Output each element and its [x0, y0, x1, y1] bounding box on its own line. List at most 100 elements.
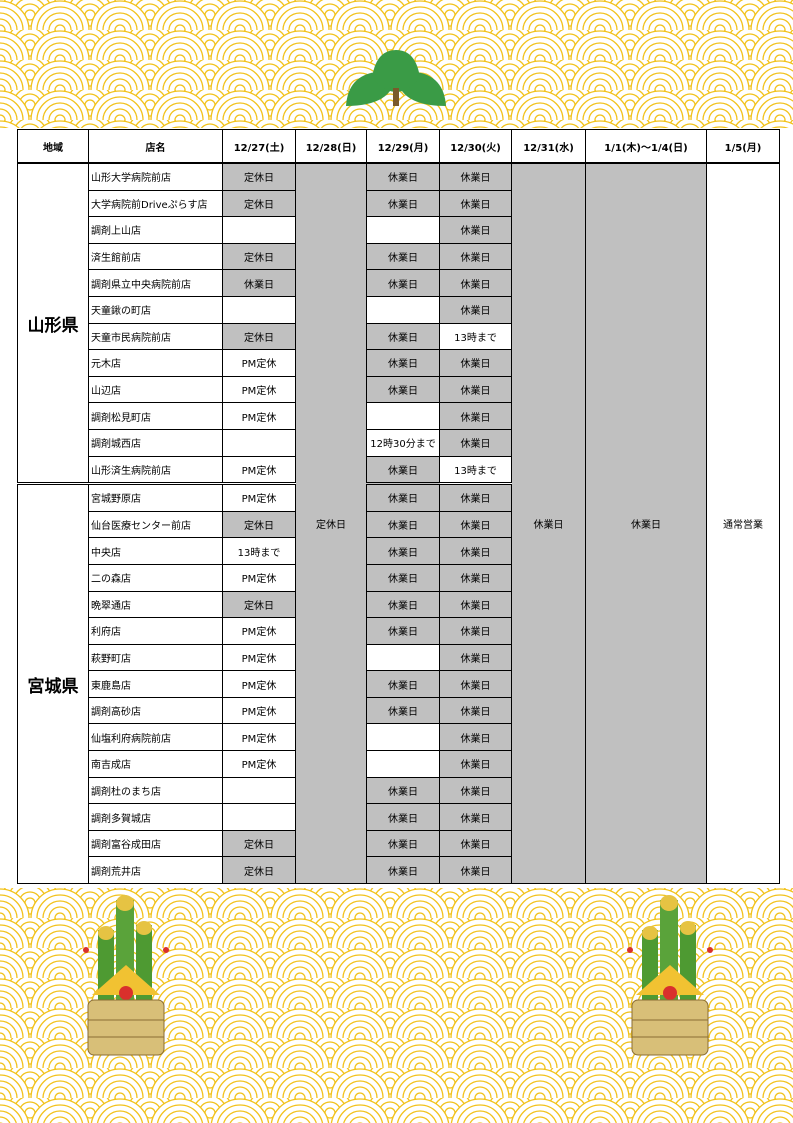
store-name: 山辺店: [88, 375, 223, 404]
cell-12-30: 休業日: [439, 375, 512, 404]
cell-12-27: 13時まで: [222, 537, 296, 565]
table-row: 調剤富谷成田店 定休日 休業日 休業日: [18, 829, 780, 858]
table-row: 山形県 山形大学病院前店 定休日 定休日 休業日 休業日 休業日 休業日 通常営業: [17, 162, 780, 885]
cell-12-30: 休業日: [439, 856, 512, 885]
cell-12-30: 13時まで: [439, 322, 512, 351]
column-header: 12/28(日): [295, 129, 367, 164]
cell-12-30: 休業日: [439, 349, 512, 377]
cell-12-29: 休業日: [366, 162, 440, 191]
column-header: 1/1(木)～1/4(日): [585, 129, 707, 164]
kadomatsu-left-icon: [83, 895, 169, 1056]
cell-12-27: 定休日: [222, 829, 296, 858]
header-row: 地域 店名 12/27(土) 12/28(日) 12/29(月) 12/30(火) 12/3…: [17, 129, 780, 164]
cell-12-27: PM定休: [222, 750, 296, 778]
cell-12-29: 休業日: [366, 349, 440, 377]
table-row: 仙台医療センター前店 定休日 休業日 休業日: [18, 510, 780, 539]
table-row: 仙塩利府病院前店 PM定休 休業日: [18, 723, 780, 752]
cell-12-29: 休業日: [366, 269, 440, 297]
cell-12-27: 定休日: [222, 242, 296, 271]
store-name: 済生館前店: [88, 242, 223, 271]
store-name: 調剤県立中央病院前店: [88, 269, 223, 297]
table-row: 調剤杜のまち店 休業日 休業日: [18, 776, 780, 805]
cell-12-27: 休業日: [222, 269, 296, 297]
cell-12-29: [366, 402, 440, 430]
cell-12-27: 定休日: [222, 510, 296, 539]
region-cell: 山形県: [17, 162, 89, 485]
cell-12-27: 定休日: [222, 162, 296, 191]
cell-12-30: 13時まで: [439, 455, 512, 485]
cell-12-30: 休業日: [439, 563, 512, 592]
cell-12-27: PM定休: [222, 455, 296, 485]
cell-12-29: 休業日: [366, 856, 440, 885]
store-name: 天童市民病院前店: [88, 322, 223, 351]
cell-12-29: 休業日: [366, 803, 440, 831]
column-header: 地域: [17, 129, 89, 164]
cell-12-29: [366, 723, 440, 752]
table-row: 東鹿島店 PM定休 休業日 休業日: [18, 670, 780, 698]
cell-12-29: 休業日: [366, 776, 440, 805]
cell-12-31: 休業日: [511, 162, 586, 885]
column-header: 店名: [88, 129, 223, 164]
table-row: 調剤県立中央病院前店 休業日 休業日 休業日: [18, 269, 780, 297]
column-header: 12/27(土): [222, 129, 296, 164]
cell-12-27: [222, 428, 296, 457]
cell-12-29: 休業日: [366, 670, 440, 698]
table-row: 二の森店 PM定休 休業日 休業日: [18, 563, 780, 592]
pine-icon: [346, 50, 446, 106]
store-name: 仙台医療センター前店: [88, 510, 223, 539]
table-row: 済生館前店 定休日 休業日 休業日: [18, 242, 780, 271]
cell-12-29: 休業日: [366, 189, 440, 218]
cell-12-30: 休業日: [439, 189, 512, 218]
cell-12-29: 休業日: [366, 375, 440, 404]
cell-12-27: PM定休: [222, 643, 296, 672]
cell-12-27: PM定休: [222, 617, 296, 645]
store-name: 東鹿島店: [88, 670, 223, 698]
cell-12-30: 休業日: [439, 428, 512, 457]
cell-12-27: 定休日: [222, 322, 296, 351]
cell-12-27: PM定休: [222, 723, 296, 752]
cell-1-5: 通常営業: [706, 162, 780, 885]
store-name: 山形済生病院前店: [88, 455, 223, 485]
cell-12-29: [366, 643, 440, 672]
store-name: 中央店: [88, 537, 223, 565]
cell-12-30: 休業日: [439, 590, 512, 619]
store-name: 山形大学病院前店: [88, 162, 223, 191]
column-header: 12/29(月): [366, 129, 440, 164]
cell-12-30: 休業日: [439, 162, 512, 191]
cell-12-30: 休業日: [439, 482, 512, 512]
cell-12-27: PM定休: [222, 670, 296, 698]
cell-12-30: 休業日: [439, 723, 512, 752]
cell-12-30: 休業日: [439, 510, 512, 539]
table-row: 宮城県 宮城野原店 PM定休 休業日 休業日: [17, 482, 780, 885]
table-row: 利府店 PM定休 休業日 休業日: [18, 617, 780, 645]
cell-12-27: PM定休: [222, 375, 296, 404]
table-row: 天童鍬の町店 休業日: [18, 295, 780, 324]
store-name: 調剤松見町店: [88, 402, 223, 430]
cell-12-27: [222, 295, 296, 324]
cell-12-29: 休業日: [366, 455, 440, 485]
store-name: 調剤城西店: [88, 428, 223, 457]
cell-12-30: 休業日: [439, 670, 512, 698]
table-row: 萩野町店 PM定休 休業日: [18, 643, 780, 672]
store-name: 宮城野原店: [88, 482, 223, 512]
cell-12-30: 休業日: [439, 643, 512, 672]
store-name: 調剤上山店: [88, 216, 223, 244]
cell-12-29: 休業日: [366, 590, 440, 619]
store-name: 調剤高砂店: [88, 696, 223, 725]
kadomatsu-right-icon: [626, 895, 714, 1056]
store-name: 晩翠通店: [88, 590, 223, 619]
cell-12-30: 休業日: [439, 295, 512, 324]
cell-12-30: 休業日: [439, 537, 512, 565]
cell-12-29: 休業日: [366, 510, 440, 539]
cell-12-29: 休業日: [366, 482, 440, 512]
holiday-schedule-table: 地域 店名 12/27(土) 12/28(日) 12/29(月) 12/30(火) 12/3…: [17, 129, 780, 885]
cell-12-27: 定休日: [222, 189, 296, 218]
cell-12-29: 12時30分まで: [366, 428, 440, 457]
table-row: 調剤荒井店 定休日 休業日 休業日: [18, 856, 780, 885]
store-name: 二の森店: [88, 563, 223, 592]
column-header: 1/5(月): [706, 129, 780, 164]
cell-12-30: 休業日: [439, 269, 512, 297]
cell-12-27: 定休日: [222, 856, 296, 885]
cell-12-29: [366, 216, 440, 244]
cell-12-27: PM定休: [222, 402, 296, 430]
